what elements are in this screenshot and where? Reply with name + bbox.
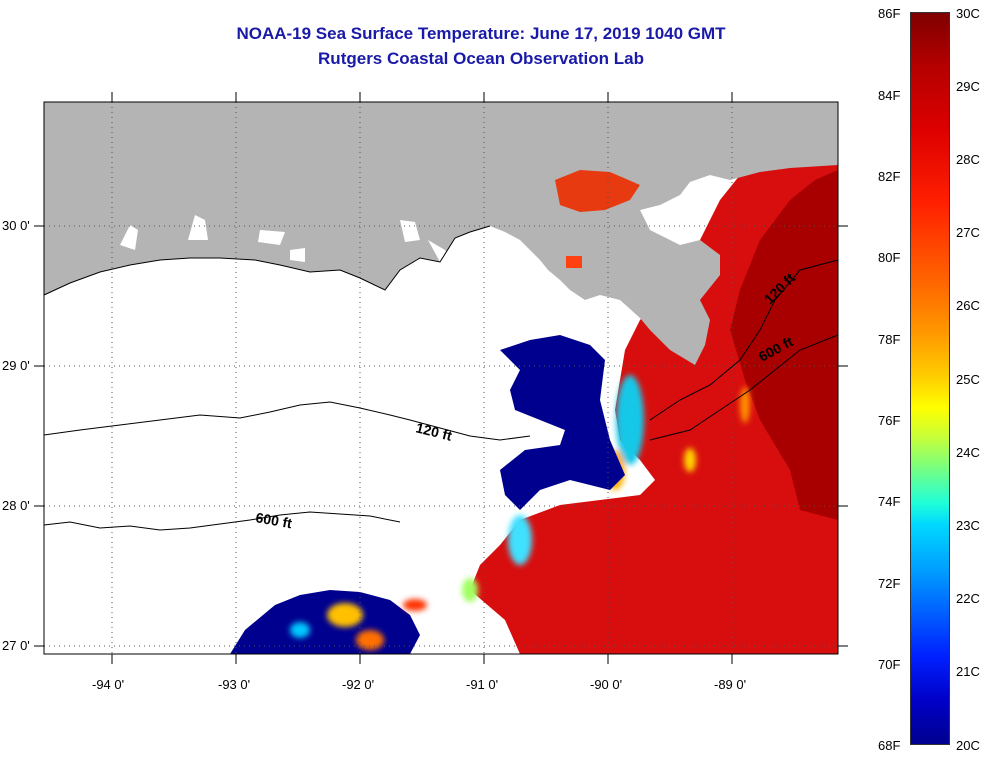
- warm-water-dark-east: [730, 170, 838, 520]
- cbar-c-22: 22C: [956, 591, 980, 606]
- land-mass: [44, 102, 838, 365]
- colorbar: [910, 12, 950, 745]
- contour-label-600ft: 600 ft: [254, 509, 293, 531]
- lon-label-91: -91 0': [466, 677, 499, 692]
- axis-ticks: [34, 92, 848, 664]
- lon-label-89: -89 0': [714, 677, 747, 692]
- cbar-f-80: 80F: [878, 250, 901, 265]
- cbar-f-84: 84F: [878, 88, 901, 103]
- lat-label-29: 29 0': [2, 358, 30, 373]
- graticule: [44, 102, 838, 654]
- title-line-2: Rutgers Coastal Ocean Observation Lab: [318, 49, 644, 68]
- cbar-f-68: 68F: [878, 738, 901, 753]
- lake-small: [566, 256, 582, 268]
- cbar-c-30: 30C: [956, 6, 980, 21]
- cbar-f-78: 78F: [878, 332, 901, 347]
- cbar-f-74: 74F: [878, 494, 901, 509]
- title-line-1: NOAA-19 Sea Surface Temperature: June 17…: [236, 24, 726, 43]
- contour-120ft-east: [649, 259, 839, 421]
- cold-water-plume: [500, 335, 625, 510]
- lat-label-28: 28 0': [2, 498, 30, 513]
- cbar-f-76: 76F: [878, 413, 901, 428]
- cbar-c-29: 29C: [956, 79, 980, 94]
- cbar-f-82: 82F: [878, 169, 901, 184]
- contour-120ft: [43, 401, 531, 441]
- lat-label-27: 27 0': [2, 638, 30, 653]
- south-patches: [290, 599, 427, 650]
- cbar-c-24: 24C: [956, 445, 980, 460]
- contour-600ft-east: [649, 334, 839, 441]
- lake-warm: [555, 170, 640, 212]
- coastline: [43, 225, 491, 296]
- contour-600ft: [43, 511, 401, 531]
- cbar-c-27: 27C: [956, 225, 980, 240]
- lat-label-30: 30 0': [2, 218, 30, 233]
- cbar-c-20: 20C: [956, 738, 980, 753]
- map-frame: [43, 101, 839, 655]
- land-nodata-specks: [120, 215, 455, 265]
- cbar-c-23: 23C: [956, 518, 980, 533]
- cbar-c-25: 25C: [956, 372, 980, 387]
- cbar-c-28: 28C: [956, 152, 980, 167]
- lon-label-94: -94 0': [92, 677, 125, 692]
- cbar-f-70: 70F: [878, 657, 901, 672]
- cbar-c-21: 21C: [956, 664, 980, 679]
- cbar-f-86: 86F: [878, 6, 901, 21]
- lon-label-92: -92 0': [342, 677, 375, 692]
- colorbar-gradient: [910, 12, 950, 745]
- lon-label-90: -90 0': [590, 677, 623, 692]
- lon-label-93: -93 0': [218, 677, 251, 692]
- cbar-c-26: 26C: [956, 298, 980, 313]
- cbar-f-72: 72F: [878, 576, 901, 591]
